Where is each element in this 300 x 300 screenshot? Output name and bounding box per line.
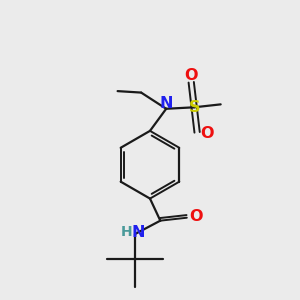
Text: O: O — [189, 209, 202, 224]
Text: N: N — [159, 96, 173, 111]
Text: O: O — [184, 68, 198, 83]
Text: S: S — [188, 100, 200, 115]
Text: O: O — [200, 126, 213, 141]
Text: N: N — [131, 225, 145, 240]
Text: H: H — [121, 225, 133, 239]
